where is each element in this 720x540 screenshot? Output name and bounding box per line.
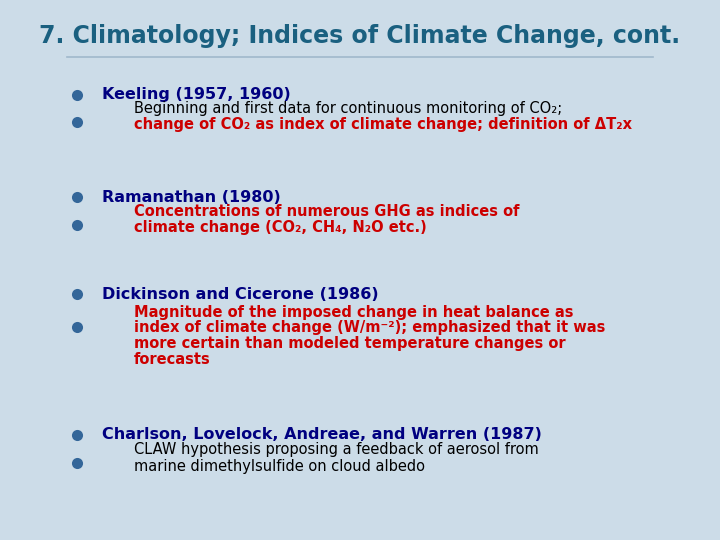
Text: index of climate change (W/m⁻²); emphasized that it was: index of climate change (W/m⁻²); emphasi… bbox=[134, 320, 606, 335]
Text: climate change (CO₂, CH₄, N₂O etc.): climate change (CO₂, CH₄, N₂O etc.) bbox=[134, 220, 427, 235]
Text: Keeling (1957, 1960): Keeling (1957, 1960) bbox=[102, 87, 291, 102]
Text: Dickinson and Cicerone (1986): Dickinson and Cicerone (1986) bbox=[102, 287, 379, 302]
Text: Charlson, Lovelock, Andreae, and Warren (1987): Charlson, Lovelock, Andreae, and Warren … bbox=[102, 427, 542, 442]
Text: marine dimethylsulfide on cloud albedo: marine dimethylsulfide on cloud albedo bbox=[134, 458, 425, 474]
Text: forecasts: forecasts bbox=[134, 352, 211, 367]
Text: 7. Climatology; Indices of Climate Change, cont.: 7. Climatology; Indices of Climate Chang… bbox=[40, 24, 680, 48]
Text: change of CO₂ as index of climate change; definition of ΔT₂x: change of CO₂ as index of climate change… bbox=[134, 117, 632, 132]
Text: Ramanathan (1980): Ramanathan (1980) bbox=[102, 190, 281, 205]
Text: Magnitude of the imposed change in heat balance as: Magnitude of the imposed change in heat … bbox=[134, 305, 573, 320]
Text: more certain than modeled temperature changes or: more certain than modeled temperature ch… bbox=[134, 336, 565, 351]
Text: Concentrations of numerous GHG as indices of: Concentrations of numerous GHG as indice… bbox=[134, 204, 519, 219]
Text: Beginning and first data for continuous monitoring of CO₂;: Beginning and first data for continuous … bbox=[134, 101, 562, 116]
Text: CLAW hypothesis proposing a feedback of aerosol from: CLAW hypothesis proposing a feedback of … bbox=[134, 442, 539, 457]
